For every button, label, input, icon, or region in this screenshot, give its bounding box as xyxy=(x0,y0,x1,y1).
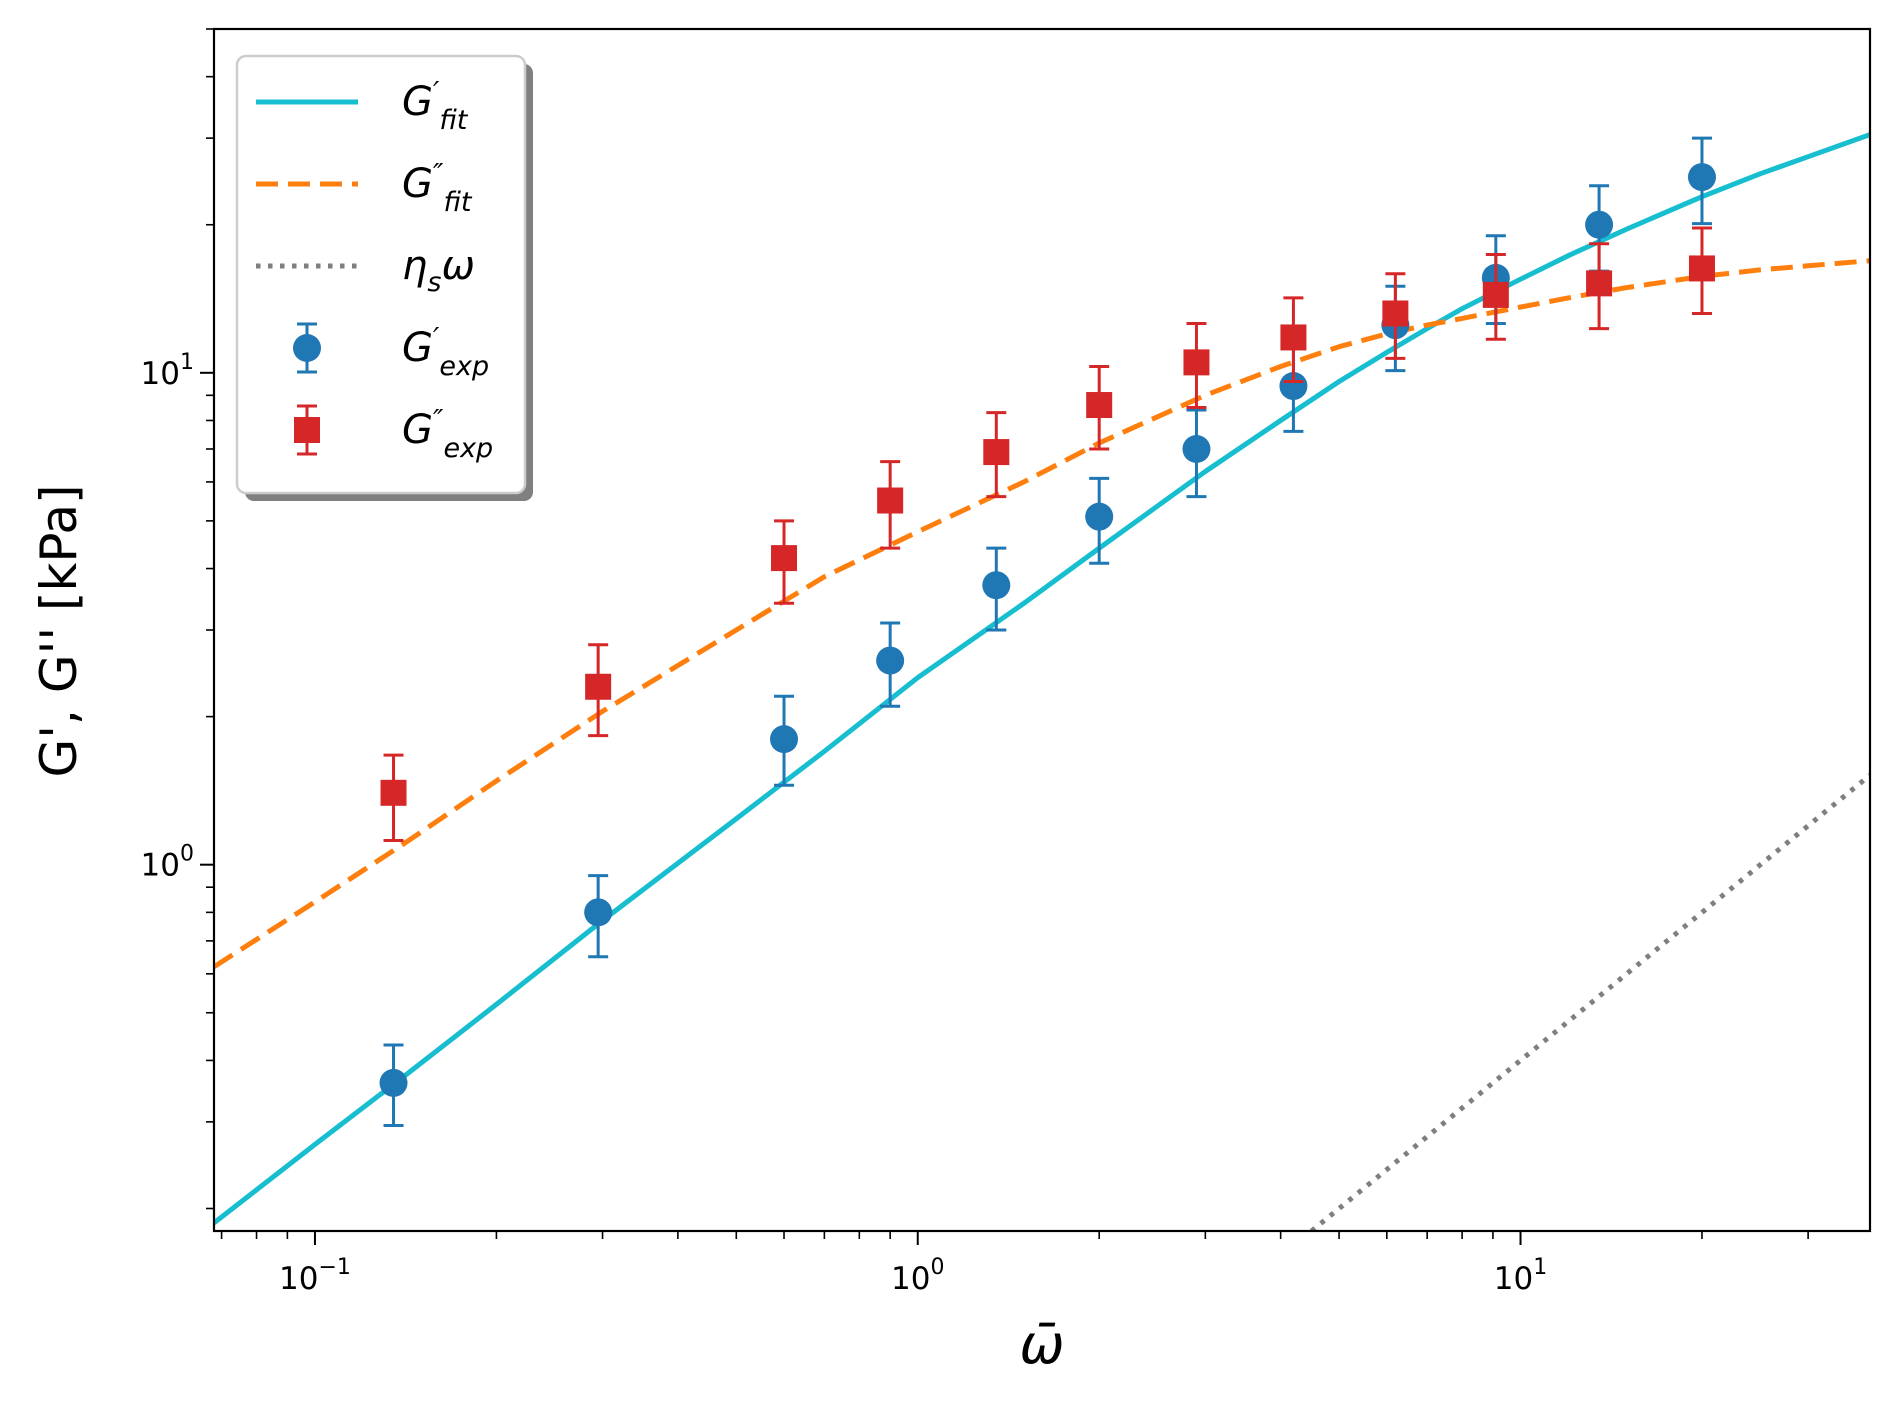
x-tick-label: 100 xyxy=(891,1255,944,1297)
line-eta-s-omega xyxy=(1309,773,1870,1231)
g-double-prime-exp-point xyxy=(1086,392,1113,419)
x-axis-label: ω̄ xyxy=(1019,1313,1064,1376)
g-prime-exp-point xyxy=(1279,372,1308,401)
legend-line-label: G″fit xyxy=(402,157,473,218)
legend-marker xyxy=(293,334,321,362)
legend-box xyxy=(235,54,527,495)
legend: G′fit G″fit ηsω G′exp G″exp xyxy=(235,54,533,501)
g-prime-exp-point xyxy=(982,571,1011,600)
g-double-prime-exp-point xyxy=(877,487,904,514)
legend-line-label: ηsω xyxy=(402,243,475,298)
g-double-prime-exp-point xyxy=(771,545,798,572)
line-g-prime-fit xyxy=(214,132,1870,1225)
g-prime-exp-point xyxy=(876,646,905,675)
legend-series-label: G′exp xyxy=(402,321,489,382)
legend-line-label: G′fit xyxy=(402,75,469,136)
x-tick-label: 10−1 xyxy=(279,1255,351,1297)
minor-ticks xyxy=(206,28,1809,1239)
legend-series-label: G″exp xyxy=(402,403,493,464)
g-double-prime-exp-point xyxy=(1183,349,1210,376)
g-prime-exp-point xyxy=(1182,435,1211,464)
g-double-prime-exp-point xyxy=(983,439,1010,466)
g-double-prime-exp-point xyxy=(1382,300,1409,327)
fit-lines xyxy=(214,132,1870,1231)
line-g-double-prime-fit xyxy=(214,258,1870,969)
g-double-prime-exp-point xyxy=(380,779,407,806)
plot-frame xyxy=(212,27,1872,1233)
g-double-prime-exp-point xyxy=(1688,255,1715,282)
y-axis-label: G', G'' [kPa] xyxy=(30,485,88,778)
x-tick-label: 101 xyxy=(1494,1255,1547,1297)
g-double-prime-exp-point xyxy=(585,673,612,700)
g-double-prime-exp-point xyxy=(1482,281,1509,308)
y-tick-label: 100 xyxy=(141,842,194,884)
g-prime-exp-point xyxy=(770,725,799,754)
g-double-prime-exp-point xyxy=(1280,324,1307,351)
legend-marker xyxy=(294,417,320,443)
g-prime-exp-point xyxy=(379,1068,408,1097)
tick-labels: 10−1 100 101 100 101 xyxy=(141,350,1548,1297)
g-prime-exp-point xyxy=(584,898,613,927)
major-ticks xyxy=(200,371,1522,1245)
y-tick-label: 101 xyxy=(141,350,194,392)
g-double-prime-exp-point xyxy=(1586,270,1613,297)
data-markers xyxy=(379,136,1716,1127)
g-prime-exp-point xyxy=(1085,502,1114,531)
g-prime-exp-point xyxy=(1687,163,1716,192)
g-prime-exp-point xyxy=(1585,210,1614,239)
